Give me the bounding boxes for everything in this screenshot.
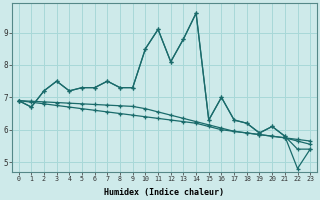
X-axis label: Humidex (Indice chaleur): Humidex (Indice chaleur)	[104, 188, 224, 197]
